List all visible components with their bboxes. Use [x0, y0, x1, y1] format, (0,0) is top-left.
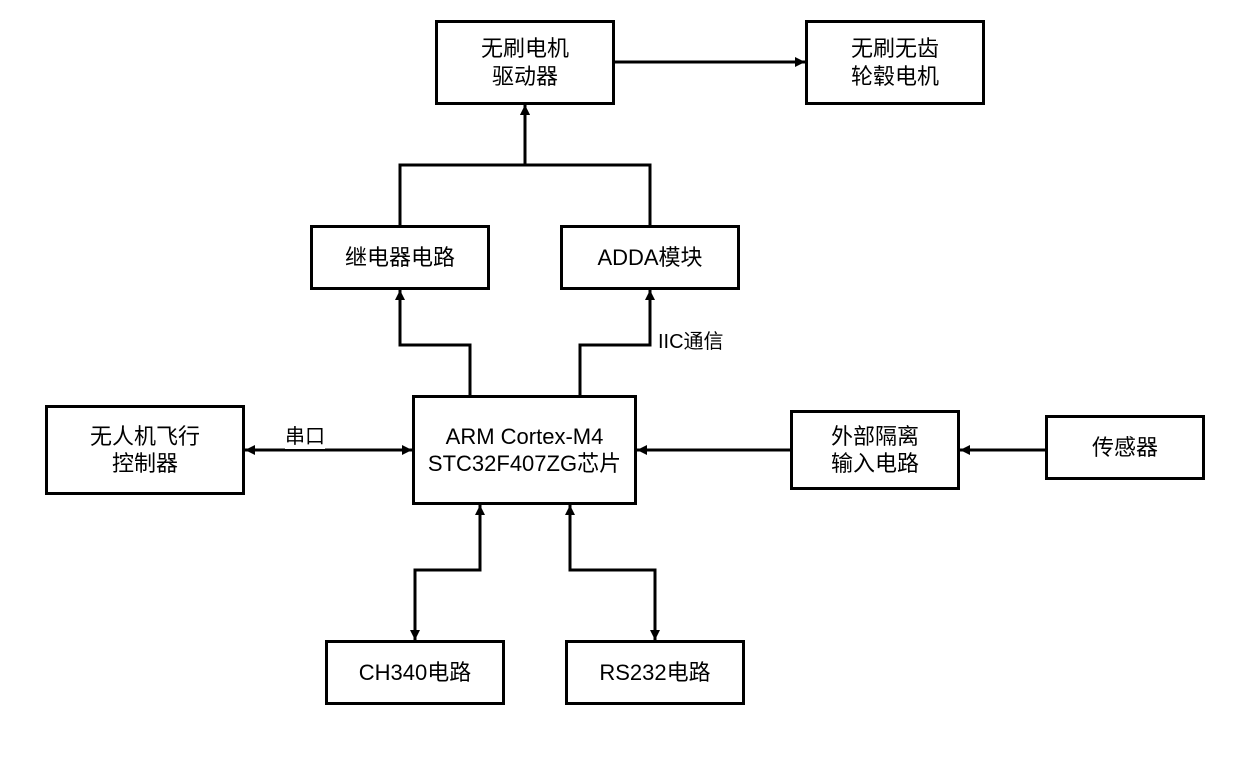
node-label: 无刷无齿 轮毂电机: [851, 35, 939, 90]
node-flight-controller: 无人机飞行 控制器: [45, 405, 245, 495]
diagram-canvas: 无刷电机 驱动器 无刷无齿 轮毂电机 继电器电路 ADDA模块 无人机飞行 控制…: [0, 0, 1240, 770]
edge-label: IIC通信: [658, 325, 724, 354]
node-label: ADDA模块: [597, 244, 702, 272]
node-mcu: ARM Cortex-M4 STC32F407ZG芯片: [412, 395, 637, 505]
node-label: CH340电路: [359, 659, 471, 687]
node-label: 传感器: [1092, 434, 1158, 462]
node-label: 无刷电机 驱动器: [481, 35, 569, 90]
node-ch340: CH340电路: [325, 640, 505, 705]
node-label: ARM Cortex-M4 STC32F407ZG芯片: [428, 423, 621, 478]
node-motor-driver: 无刷电机 驱动器: [435, 20, 615, 105]
edge-label: 串口: [285, 420, 325, 449]
node-label: RS232电路: [599, 659, 710, 687]
node-rs232: RS232电路: [565, 640, 745, 705]
node-adda: ADDA模块: [560, 225, 740, 290]
node-relay: 继电器电路: [310, 225, 490, 290]
node-sensor: 传感器: [1045, 415, 1205, 480]
node-label: 无人机飞行 控制器: [90, 423, 200, 478]
node-hub-motor: 无刷无齿 轮毂电机: [805, 20, 985, 105]
node-label: 外部隔离 输入电路: [831, 423, 919, 478]
node-label: 继电器电路: [345, 244, 455, 272]
node-iso-input: 外部隔离 输入电路: [790, 410, 960, 490]
